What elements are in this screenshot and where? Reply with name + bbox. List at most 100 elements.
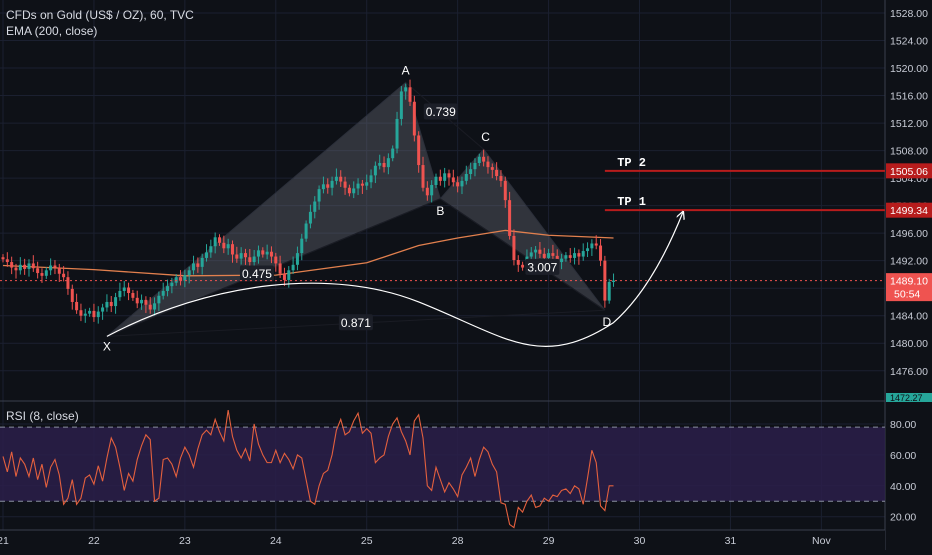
pattern-bcd-triangle[interactable]	[440, 149, 605, 310]
time-tick-label: 25	[361, 535, 373, 547]
candle-body	[577, 253, 580, 256]
candle-body	[465, 174, 468, 181]
time-tick-label: 24	[270, 535, 282, 547]
candle	[127, 283, 130, 300]
candle-body	[6, 259, 9, 262]
candle-body	[344, 182, 347, 188]
candle	[27, 259, 30, 276]
candle-body	[439, 177, 442, 181]
candle-body	[49, 265, 52, 270]
tp1-label: TP 1	[617, 195, 646, 209]
candle	[97, 306, 100, 323]
hidden-price-tag-text: 1472.27	[890, 393, 923, 403]
candle-body	[335, 177, 338, 181]
candle-body	[58, 268, 61, 274]
candle-body	[248, 257, 251, 262]
candle-body	[586, 248, 589, 251]
candle-body	[244, 253, 247, 257]
candle-body	[357, 184, 360, 189]
candle-body	[214, 237, 217, 246]
candle-body	[486, 162, 489, 168]
candle	[118, 283, 121, 301]
price-tick-label: 1520.00	[890, 63, 928, 75]
rsi-tick-label: 80.00	[890, 419, 916, 431]
candle-body	[426, 188, 429, 196]
candle-body	[534, 250, 537, 253]
candle-body	[595, 243, 598, 245]
candle-body	[370, 175, 373, 182]
candle	[439, 170, 442, 186]
candle	[136, 291, 139, 308]
rsi-tick-label: 20.00	[890, 512, 916, 524]
candle-body	[84, 314, 87, 316]
ratio-label-xd: 0.871	[339, 314, 373, 330]
price-tick-label: 1528.00	[890, 8, 928, 20]
candle-body	[322, 184, 325, 189]
candle-body	[348, 188, 351, 194]
candle	[603, 256, 606, 308]
candle-body	[590, 243, 593, 248]
hidden-price-tag: 1472.27	[886, 393, 932, 403]
candle-body	[66, 277, 69, 289]
candle-body	[92, 311, 95, 317]
harmonic-pattern[interactable]	[107, 82, 605, 336]
price-tick-label: 1476.00	[890, 366, 928, 378]
candle	[53, 260, 56, 274]
candle	[521, 262, 524, 271]
candle-body	[261, 250, 264, 254]
tp2-price-tag: 1505.06	[886, 163, 932, 178]
candle-body	[482, 157, 485, 162]
tp2-label: TP 2	[617, 156, 646, 170]
candle-body	[253, 257, 256, 263]
candle-body	[101, 307, 104, 311]
candle-body	[417, 135, 420, 165]
candle-body	[23, 265, 26, 269]
candle-body	[235, 254, 238, 258]
candle-body	[166, 286, 169, 291]
candle	[582, 243, 585, 260]
candle-body	[404, 87, 407, 91]
price-tick-label: 1508.00	[890, 146, 928, 158]
candle-body	[383, 163, 386, 167]
price-tick-label: 1484.00	[890, 311, 928, 323]
candle-body	[512, 236, 515, 260]
pattern-point-d: D	[603, 315, 612, 329]
candle-body	[283, 274, 286, 280]
candle	[573, 248, 576, 265]
candle-body	[175, 277, 178, 283]
candle-body	[201, 258, 204, 267]
candle-body	[599, 246, 602, 261]
ratio-label-text: 0.871	[341, 316, 371, 330]
candle-body	[114, 297, 117, 306]
candle-body	[478, 157, 481, 163]
candle-body	[2, 257, 5, 259]
candle-body	[504, 181, 507, 200]
candle	[101, 304, 104, 320]
candle-body	[309, 212, 312, 224]
candle	[586, 242, 589, 257]
candle-body	[157, 296, 160, 304]
candle-body	[443, 173, 446, 181]
candle-body	[27, 263, 30, 269]
candle-body	[105, 302, 108, 308]
candle-body	[560, 259, 563, 262]
ratio-label-text: 0.475	[242, 267, 272, 281]
candle	[92, 304, 95, 322]
candle-body	[218, 237, 221, 243]
candle	[110, 296, 113, 312]
pattern-xab-triangle[interactable]	[107, 82, 440, 336]
tp2-line-group[interactable]: TP 2	[605, 156, 885, 171]
candle-body	[71, 289, 74, 302]
price-tick-label: 1492.00	[890, 256, 928, 268]
candle-body	[274, 257, 277, 264]
candle-body	[62, 274, 65, 277]
candle	[612, 274, 615, 287]
candle-body	[227, 244, 230, 248]
ratio-label-xb: 0.475	[240, 265, 274, 281]
candle	[79, 304, 82, 321]
tp1-line-group[interactable]: TP 1	[605, 195, 885, 210]
price-tick-label: 1496.00	[890, 228, 928, 240]
